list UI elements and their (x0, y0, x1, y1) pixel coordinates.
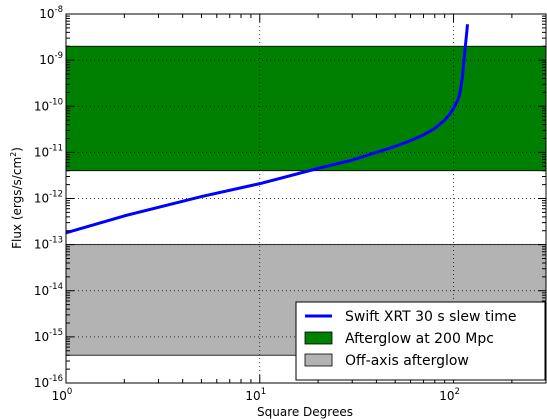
legend-label-off-axis: Off-axis afterglow (345, 353, 469, 369)
y-tick-label: 10-11 (34, 143, 63, 159)
legend-frame (295, 301, 546, 381)
y-tick-label: 10-13 (34, 236, 63, 252)
y-axis-label-tail: ) (10, 147, 24, 152)
y-tick-label: 10-16 (34, 374, 63, 390)
legend: Swift XRT 30 s slew time Afterglow at 20… (295, 301, 546, 381)
x-tick-label: 100 (52, 387, 73, 403)
y-tick-label: 10-12 (34, 190, 63, 206)
y-axis-label: Flux (ergs/s/cm2) (9, 147, 24, 249)
y-axis-label-sup: 2 (9, 152, 18, 157)
legend-swatch-off-axis (304, 353, 333, 367)
legend-label-afterglow: Afterglow at 200 Mpc (345, 331, 494, 347)
x-tick-labels: 100 101 102 (52, 387, 460, 403)
y-tick-label: 10-14 (34, 282, 63, 298)
series-lines (65, 24, 469, 235)
x-tick-label: 102 (439, 387, 460, 403)
series-line-0 (65, 24, 469, 235)
x-tick-label: 101 (245, 387, 266, 403)
y-tick-label: 10-10 (34, 97, 63, 113)
legend-label-swift: Swift XRT 30 s slew time (345, 309, 517, 325)
y-tick-label: 10-8 (39, 5, 63, 21)
legend-swatch-afterglow (304, 331, 333, 345)
y-tick-labels: 10-16 10-15 10-14 10-13 10-12 10-11 10-10 10-9 1… (34, 5, 63, 390)
x-axis-label: Square Degrees (257, 405, 353, 419)
y-tick-label: 10-9 (39, 51, 63, 67)
y-axis-label-main: Flux (ergs/s/cm (10, 157, 24, 249)
band-0 (65, 45, 547, 172)
y-tick-label: 10-15 (34, 328, 63, 344)
